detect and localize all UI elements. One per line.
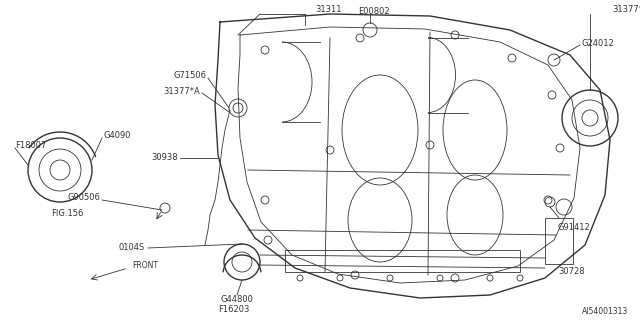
Text: AI54001313: AI54001313 — [582, 308, 628, 316]
Text: G90506: G90506 — [67, 194, 100, 203]
Text: G91412: G91412 — [558, 223, 591, 233]
Text: 31377*A: 31377*A — [163, 86, 200, 95]
Bar — [285, 250, 520, 272]
Text: G71506: G71506 — [173, 70, 206, 79]
Text: G24012: G24012 — [582, 38, 615, 47]
Text: F18007: F18007 — [15, 140, 46, 149]
Text: 30728: 30728 — [558, 268, 584, 276]
Text: 0104S: 0104S — [119, 244, 145, 252]
Text: FRONT: FRONT — [132, 260, 158, 269]
Text: E00802: E00802 — [358, 6, 390, 15]
Text: 31311: 31311 — [315, 5, 342, 14]
Text: G4090: G4090 — [104, 131, 131, 140]
Text: FIG.156: FIG.156 — [52, 209, 84, 218]
Text: 31377*B: 31377*B — [612, 5, 640, 14]
Text: 30938: 30938 — [152, 154, 178, 163]
Text: F16203: F16203 — [218, 305, 250, 314]
Text: G44800: G44800 — [221, 294, 253, 303]
Bar — [545, 218, 573, 264]
